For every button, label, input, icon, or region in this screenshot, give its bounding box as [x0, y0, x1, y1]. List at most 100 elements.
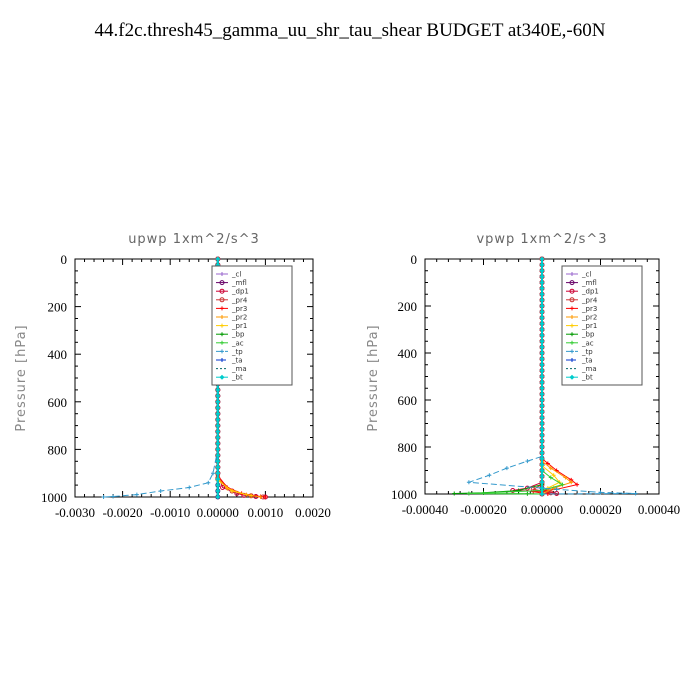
panel-1-series-bt-marker	[215, 411, 221, 417]
panel-1-series-tp	[101, 257, 220, 499]
panel-1-legend-marker	[219, 280, 225, 286]
panel-2-legend-label: _ac	[581, 339, 594, 347]
panel-1-series-bt-marker	[215, 494, 221, 500]
panel-2-series-bt-marker	[539, 468, 545, 473]
panel-1-legend-marker	[220, 358, 224, 362]
panel-1-series-tp-marker	[134, 492, 139, 497]
panel-2-series-pr4-marker	[548, 490, 554, 496]
panel-2-series-tp-marker	[487, 473, 492, 478]
panel-1-series-bt-marker	[215, 476, 221, 482]
panel-2-legend-label: _bt	[581, 374, 593, 382]
panel-2-y-tick-label: 600	[398, 393, 418, 408]
panel-2: vpwp 1xm^2/s^3 Pressure [hPa] -0.00040 -0.0…	[366, 232, 680, 517]
panel-2-series-bt-marker	[539, 379, 545, 385]
panel-1-series-bt-marker	[215, 470, 221, 476]
panel-1-x-tick-label: -0.0020	[103, 505, 143, 520]
panel-2-legend-marker	[570, 323, 574, 328]
panel-1-y-axis-label: Pressure [hPa]	[14, 324, 29, 431]
panel-1-series-bt-marker	[215, 417, 221, 423]
panel-1-series-bt-marker	[215, 458, 221, 464]
panel-1-legend-marker	[219, 297, 225, 303]
panel-1-series-bt-marker	[215, 464, 221, 470]
panel-2-series-bt-marker	[539, 391, 545, 397]
panel-2-series-bt-marker	[539, 397, 545, 403]
panel-2-series-bt-marker	[539, 479, 545, 485]
panel-1-x-tick-label: 0.0010	[248, 505, 284, 520]
panel-1-series-bt-marker	[215, 446, 221, 452]
panel-2-y-tick-label: 800	[398, 440, 418, 455]
panel-1-series-bt-marker	[215, 452, 221, 458]
panel-2-series-pr1-line	[541, 259, 561, 489]
panel-2-series-bt-marker	[539, 256, 545, 262]
panel-2-series-ac-marker	[466, 491, 471, 496]
panel-2-series-bt-marker	[539, 291, 545, 297]
panel-2-series-bt-marker	[539, 374, 545, 379]
panel-1-legend-label: _pr1	[231, 322, 247, 330]
panel-2-series-pr1	[540, 257, 562, 491]
panel-1-legend-label: _bp	[231, 331, 245, 339]
panel-2-series-bt-marker	[539, 309, 545, 315]
panel-1-y-tick-label: 0	[61, 252, 68, 267]
panel-1-series-bt-marker	[215, 482, 221, 488]
panel-1-series-tp-marker	[111, 494, 116, 499]
panel-1-series-bt-marker	[215, 440, 221, 446]
panel-2-series-bt-marker	[539, 426, 545, 432]
panel-2-legend-marker	[570, 358, 574, 362]
panel-1-legend-marker	[220, 272, 224, 276]
panel-1-x-tick-label: 0.0020	[295, 505, 331, 520]
page-title: 44.f2c.thresh45_gamma_uu_shr_tau_shear B…	[94, 20, 606, 41]
panel-2-series-pr3-marker	[531, 489, 536, 494]
panel-2-series-bp-line	[454, 259, 543, 495]
panel-1-x-tick-label: 0.00000	[197, 505, 239, 520]
panel-1-series-tp-marker	[211, 471, 216, 476]
panel-2-legend-marker	[569, 297, 575, 303]
panel-2-x-tick-label: 0.00040	[638, 502, 680, 517]
panel-2-legend-label: _bp	[581, 331, 595, 339]
panel-2-legend-label: _mfl	[581, 279, 597, 287]
panel-2-series-tp-marker	[554, 487, 559, 492]
panel-2-series-ac	[466, 257, 565, 496]
panel-1-legend-marker	[219, 374, 225, 380]
panel-2-series-bt-marker	[539, 432, 545, 438]
panel-2-legend-marker	[570, 306, 574, 311]
panel-1-legend-label: _pr3	[231, 305, 247, 313]
panel-1-y-tick-label: 400	[48, 347, 68, 362]
panel-1-series-bt-marker	[215, 435, 221, 440]
panel-2-legend-label: _pr1	[581, 322, 597, 330]
panel-2-series-bt-marker	[539, 327, 545, 332]
panel-2-series-bt-marker	[539, 315, 545, 321]
panel-2-series-dp1	[510, 256, 560, 497]
panel-2-x-tick-label: -0.00040	[402, 502, 449, 517]
panel-2-series-bt-marker	[539, 456, 545, 462]
panel-1-legend-label: _ma	[231, 365, 247, 373]
panel-2-series-dp1-line	[512, 259, 557, 495]
panel-2-title: vpwp 1xm^2/s^3	[476, 232, 607, 247]
panel-2-y-axis-label: Pressure [hPa]	[366, 324, 381, 431]
panel-2-series-bt-marker	[539, 403, 545, 409]
panel-2-legend-marker	[570, 332, 574, 337]
panel-2-series-tp-marker	[525, 459, 530, 464]
panel-1-series-tp-marker	[206, 480, 211, 485]
panel-2-series-bt-marker	[539, 280, 545, 285]
panel-2-legend-marker	[570, 340, 574, 345]
panel-1-series-bt-marker	[215, 429, 221, 435]
panel-2-legend-marker	[570, 315, 574, 319]
panel-1-series-pr1-marker	[230, 489, 235, 494]
panel-2-series-bt-marker	[539, 297, 545, 303]
panel-2-series-pr2-marker	[569, 480, 574, 485]
panel-2-legend-label: _ma	[581, 365, 597, 373]
panel-1-series-tp-marker	[187, 485, 192, 490]
panel-2-series-bt-marker	[539, 268, 545, 274]
panel-2-series-bt-marker	[539, 409, 545, 415]
panel-1-legend-marker	[219, 288, 225, 294]
panel-1-legend-marker	[220, 332, 224, 337]
panel-1-legend-label: _tp	[231, 348, 243, 356]
panel-2-series-tp-marker	[466, 480, 471, 485]
panel-2-series-bt-marker	[539, 303, 545, 309]
panel-2-series-bt-marker	[539, 262, 545, 268]
panel-2-series-bt-marker	[539, 444, 545, 450]
panel-1-legend-marker	[220, 349, 224, 354]
panel-2-y-tick-label: 400	[398, 346, 418, 361]
panel-1-series-dp1-marker	[220, 484, 226, 490]
